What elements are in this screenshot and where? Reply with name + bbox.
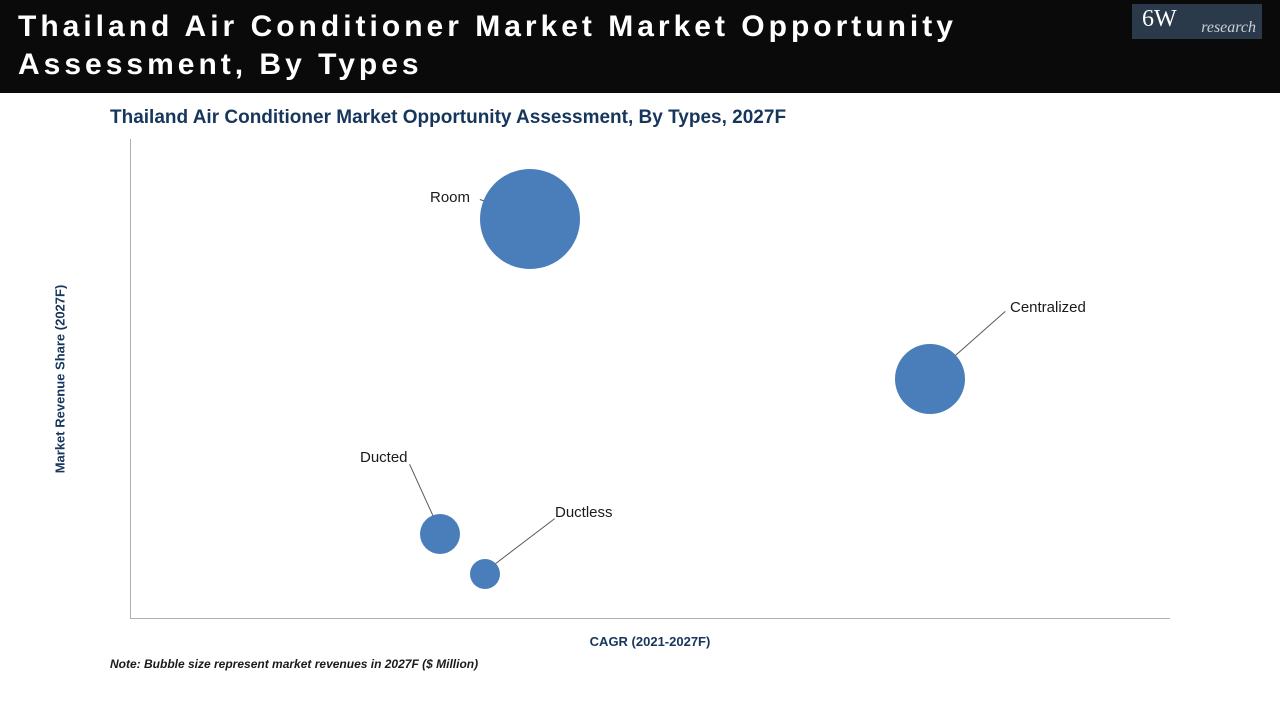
brand-logo: 6W research xyxy=(1132,4,1262,39)
leader-line xyxy=(491,518,555,567)
x-axis-line xyxy=(130,618,1170,619)
logo-sub-text: research xyxy=(1201,19,1256,37)
bubble-ducted xyxy=(420,514,460,554)
bubble-label-centralized: Centralized xyxy=(1010,299,1086,316)
y-axis-line xyxy=(130,139,131,619)
bubble-room xyxy=(480,169,580,269)
logo-main-text: 6W xyxy=(1142,6,1177,32)
chart-footnote: Note: Bubble size represent market reven… xyxy=(110,657,1280,671)
bubble-label-ductless: Ductless xyxy=(555,504,613,521)
page-title: Thailand Air Conditioner Market Market O… xyxy=(18,8,1018,83)
y-axis-label: Market Revenue Share (2027F) xyxy=(53,285,68,474)
bubble-label-room: Room xyxy=(430,189,470,206)
bubble-centralized xyxy=(895,344,965,414)
chart-title: Thailand Air Conditioner Market Opportun… xyxy=(110,107,1280,129)
bubble-label-ducted: Ducted xyxy=(360,449,408,466)
bubble-chart: Market Revenue Share (2027F) CAGR (2021-… xyxy=(130,139,1170,619)
header-bar: Thailand Air Conditioner Market Market O… xyxy=(0,0,1280,93)
bubble-ductless xyxy=(470,559,500,589)
leader-line xyxy=(409,464,435,519)
x-axis-label: CAGR (2021-2027F) xyxy=(590,634,711,649)
